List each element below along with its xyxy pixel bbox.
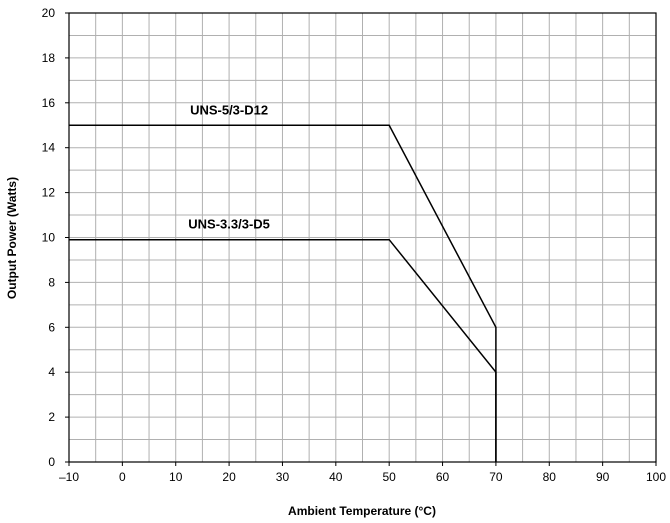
x-axis-title: Ambient Temperature (°C) [288,504,436,518]
grid [68,12,657,463]
y-tick-label: 12 [42,186,56,200]
x-tick-label: –10 [59,470,79,484]
series-labels: UNS-5/3-D12 UNS-3.3/3-D5 [188,102,270,231]
series-line-1 [69,238,497,462]
x-tick-label: 60 [436,470,450,484]
x-tick-label: 10 [169,470,183,484]
y-tick-label: 10 [42,231,56,245]
x-tick-label: 80 [543,470,557,484]
y-tick-label: 20 [42,6,56,20]
y-tick-label: 0 [48,455,55,469]
y-tick-label: 8 [48,275,55,289]
y-tick-label: 4 [48,365,55,379]
x-tick-label: 90 [596,470,610,484]
x-tick-label: 20 [222,470,236,484]
y-tick-label: 2 [48,410,55,424]
y-tick-label: 18 [42,51,56,65]
tick-labels: –10 0 10 20 30 40 50 60 70 80 90 100 0 2 4 6 8 10 12 14 16 18… [42,6,667,484]
x-tick-label: 30 [276,470,290,484]
series-lines [69,124,497,462]
y-axis-title: Output Power (Watts) [5,177,19,299]
x-tick-label: 100 [646,470,666,484]
series-label-0: UNS-5/3-D12 [190,102,268,117]
x-tick-label: 0 [119,470,126,484]
plot-frame [65,12,657,466]
y-tick-label: 16 [42,96,56,110]
x-tick-label: 40 [329,470,343,484]
x-tick-label: 50 [383,470,397,484]
y-tick-label: 6 [48,320,55,334]
x-tick-label: 70 [489,470,503,484]
series-label-1: UNS-3.3/3-D5 [188,217,270,232]
y-tick-label: 14 [42,141,56,155]
